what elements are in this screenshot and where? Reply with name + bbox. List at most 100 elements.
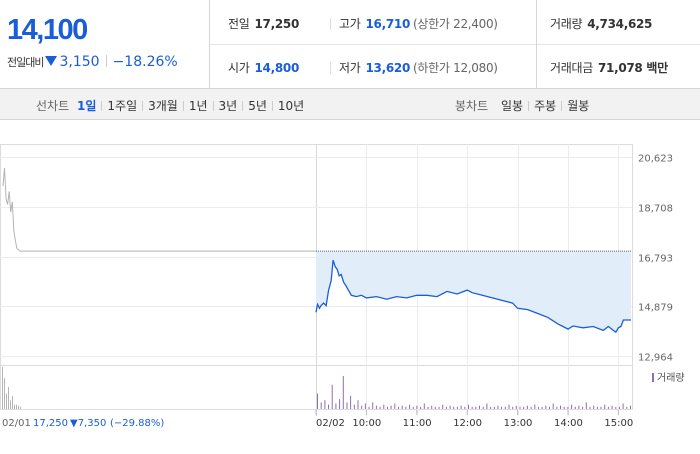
volume-bar (434, 406, 436, 409)
volume-label: 거래량 (550, 17, 583, 31)
tab-1week[interactable]: 1주일 (107, 99, 138, 113)
volume-bar (585, 402, 587, 409)
volume-bar (368, 406, 370, 409)
change-label: 전일대비 (7, 56, 44, 69)
divider (528, 101, 530, 111)
volume-bar (475, 406, 477, 409)
divider (209, 0, 210, 88)
price-change: 전일대비 3,150 −18.26% (7, 54, 178, 70)
volume-bar (328, 404, 329, 409)
volume-bar (456, 406, 458, 409)
divider (271, 101, 273, 111)
volume-bar (438, 406, 440, 409)
prev-volume-bar (14, 404, 15, 409)
divider (101, 101, 103, 111)
volume-bar (537, 406, 539, 409)
volume-bar (445, 406, 447, 409)
volume-bar (534, 404, 536, 409)
volume-legend-swatch (652, 373, 654, 382)
prev-change-percent: (−29.88%) (110, 418, 164, 429)
volume-bar (596, 406, 598, 409)
high-value: 16,710 (365, 17, 410, 31)
volume-bar (387, 406, 388, 409)
volume-bar (383, 404, 385, 409)
prev-volume-bar (4, 378, 5, 409)
volume-bar (394, 403, 396, 409)
line-chart-label: 선차트 (36, 99, 70, 113)
tab-3year[interactable]: 3년 (218, 99, 238, 113)
prev-close-label: 17,250 (33, 418, 68, 429)
volume-bar (350, 395, 352, 409)
open-label: 시가 (228, 61, 250, 75)
volume-bar (593, 405, 595, 409)
volume-stat: 거래량 4,734,625 (550, 15, 652, 32)
down-triangle-icon (45, 56, 58, 66)
high-stat: 고가 16,710 (상한가 22,400) (339, 15, 498, 32)
price-chart-svg: 20,623 18,708 16,793 14,879 12,964 02/01 17,2… (0, 144, 685, 429)
divider (210, 44, 700, 45)
prev-volume-bar (20, 406, 21, 409)
candle-chart-label: 봉차트 (455, 99, 489, 113)
volume-bar (515, 405, 517, 409)
amount-label: 거래대금 (550, 61, 593, 75)
volume-bar (412, 406, 414, 409)
tab-5year[interactable]: 5년 (248, 99, 267, 113)
volume-bar (501, 406, 503, 409)
volume-bar (622, 403, 624, 409)
volume-bar (353, 404, 355, 409)
prev-volume-bar (16, 404, 17, 409)
volume-bar (420, 406, 422, 409)
volume-bar (464, 406, 466, 409)
volume-bar (390, 405, 392, 409)
volume-bar (427, 406, 429, 409)
open-stat: 시가 14,800 (228, 59, 299, 76)
tab-1day[interactable]: 1일 (77, 99, 97, 113)
prev-close-label: 전일 (228, 17, 250, 31)
volume-bar (490, 406, 492, 409)
change-amount: 3,150 (59, 54, 100, 70)
tab-10year[interactable]: 10년 (277, 99, 305, 113)
price-line (315, 260, 631, 334)
volume-bar (526, 405, 528, 409)
volume-bar (482, 406, 484, 409)
tab-daily[interactable]: 일봉 (501, 99, 524, 113)
quote-header: 14,100 전일대비 3,150 −18.26% 전일 17,250 고가 16,71… (0, 0, 700, 89)
x-tick-label: 11:00 (403, 418, 432, 429)
volume-bar (379, 406, 381, 409)
volume-bar (449, 405, 451, 409)
y-tick-label: 20,623 (638, 154, 673, 165)
divider (242, 101, 244, 111)
volume-bar (468, 404, 469, 409)
period-selector-bar: 선차트 1일 1주일 3개월 1년 3년 5년 10년 봉차트 일봉 주봉 월봉 (0, 89, 700, 120)
tab-1year[interactable]: 1년 (188, 99, 208, 113)
volume-bar (361, 405, 363, 409)
divider (330, 62, 331, 74)
volume-bar (493, 406, 495, 409)
tab-weekly[interactable]: 주봉 (534, 99, 557, 113)
volume-bar (401, 405, 403, 409)
amount-value: 71,078 백만 (597, 61, 668, 75)
volume-bar (560, 405, 561, 409)
price-area (316, 251, 631, 333)
prev-volume-bar (12, 395, 13, 409)
volume-bar (541, 406, 543, 409)
volume-bar (409, 404, 411, 409)
volume-bar (335, 403, 337, 409)
volume-bar (604, 404, 606, 409)
volume-bar (552, 403, 554, 409)
lower-limit: (하한가 12,080) (413, 61, 498, 75)
candle-period-tabs: 일봉 주봉 월봉 (501, 97, 589, 114)
tab-3month[interactable]: 3개월 (148, 99, 178, 113)
line-period-tabs: 1일 1주일 3개월 1년 3년 5년 10년 (77, 97, 304, 114)
volume-bar (324, 400, 326, 409)
tab-monthly[interactable]: 월봉 (567, 99, 590, 113)
volume-bar (530, 406, 532, 409)
volume-legend-label: 거래량 (657, 372, 685, 384)
volume-bar (600, 406, 602, 409)
volume-bar (346, 402, 348, 409)
prev-close-stat: 전일 17,250 (228, 15, 299, 32)
volume-bar (357, 400, 359, 409)
divider (561, 101, 563, 111)
volume-bar (471, 406, 473, 409)
volume-bar (486, 403, 488, 409)
